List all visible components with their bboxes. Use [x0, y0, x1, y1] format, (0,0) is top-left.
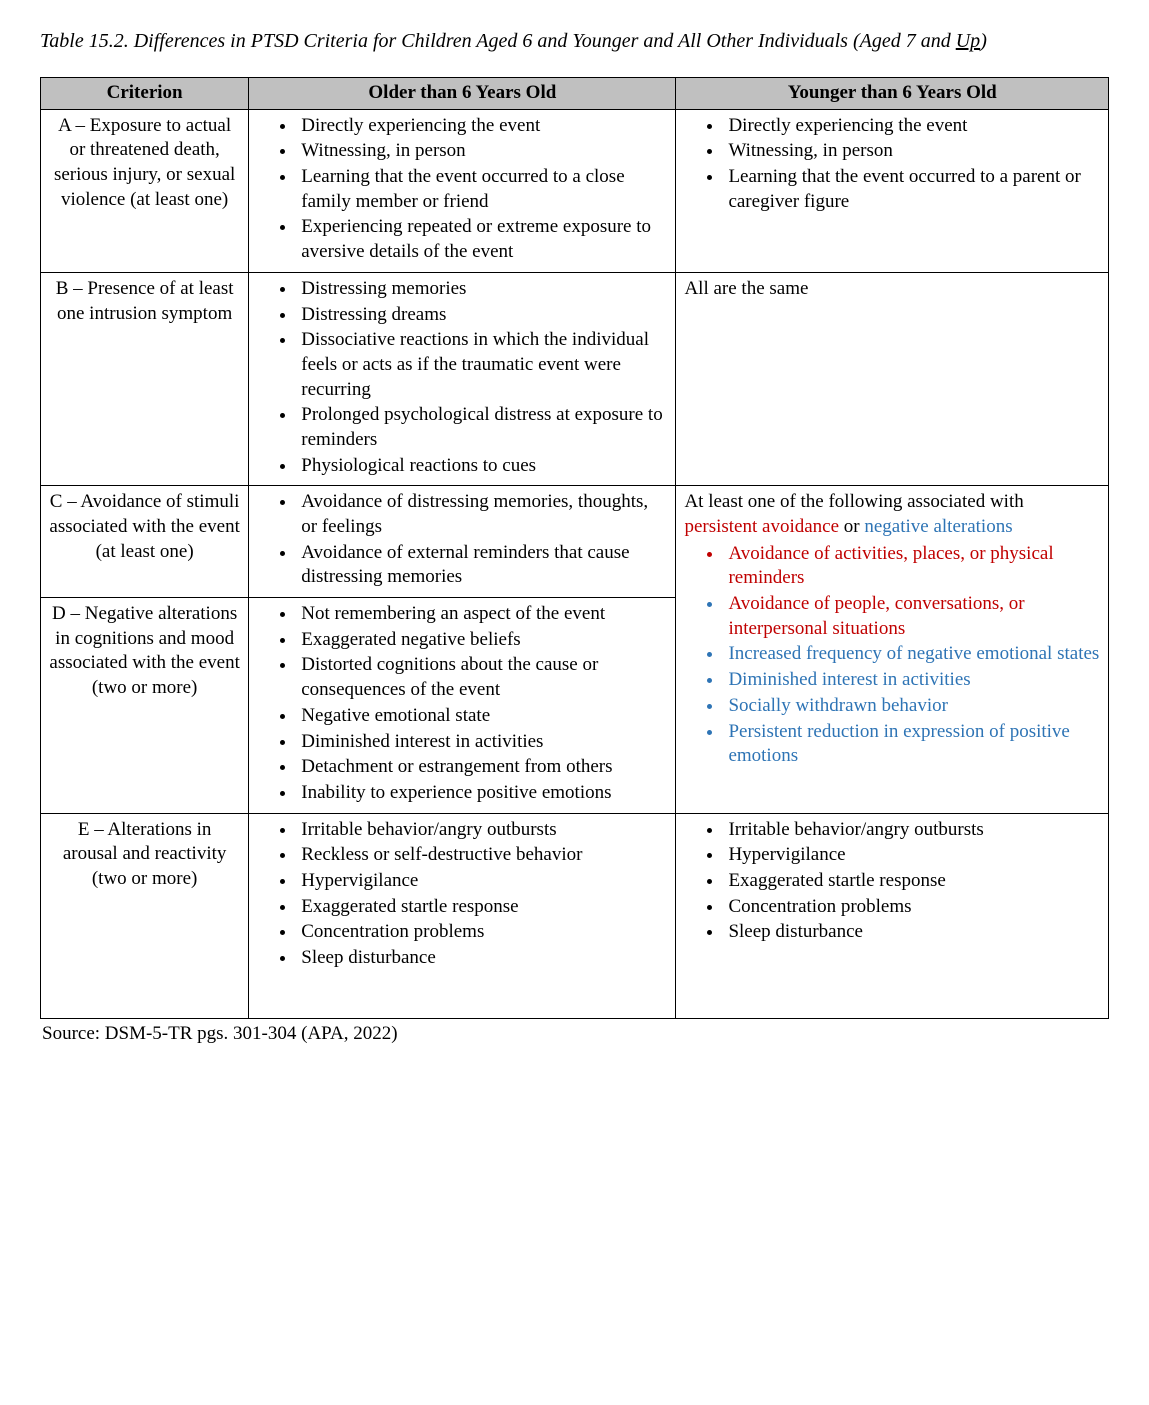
table-caption: Table 15.2. Differences in PTSD Criteria… — [40, 28, 1109, 55]
list-item: Directly experiencing the event — [297, 114, 667, 139]
header-younger: Younger than 6 Years Old — [676, 78, 1109, 110]
list-item: Detachment or estrangement from others — [297, 755, 667, 780]
intro-red: persistent avoidance — [684, 516, 839, 537]
list-item: Dissociative reactions in which the indi… — [297, 328, 667, 402]
intro-mid: or — [839, 516, 864, 537]
younger-b: All are the same — [676, 272, 1109, 486]
list-item: Prolonged psychological distress at expo… — [297, 403, 667, 452]
list-item: Learning that the event occurred to a pa… — [724, 165, 1100, 214]
list-item: Exaggerated startle response — [297, 895, 667, 920]
list-item: Sleep disturbance — [724, 920, 1100, 945]
header-criterion: Criterion — [41, 78, 249, 110]
criterion-c: C – Avoidance of stimuli associated with… — [41, 486, 249, 598]
list-item: Concentration problems — [297, 920, 667, 945]
item-text: Avoidance of activities, places, or phys… — [728, 543, 1053, 589]
younger-e: Irritable behavior/angry outbursts Hyper… — [676, 813, 1109, 1018]
list-item: Reckless or self-destructive behavior — [297, 843, 667, 868]
item-text: Increased frequency of negative emotiona… — [728, 643, 1099, 664]
intro-blue: negative alterations — [864, 516, 1012, 537]
older-c: Avoidance of distressing memories, thoug… — [249, 486, 676, 598]
older-d: Not remembering an aspect of the event E… — [249, 598, 676, 814]
list-item: Avoidance of activities, places, or phys… — [724, 542, 1100, 591]
list-item: Hypervigilance — [724, 843, 1100, 868]
list-item: Inability to experience positive emotion… — [297, 781, 667, 806]
ptsd-criteria-table: Criterion Older than 6 Years Old Younger… — [40, 77, 1109, 1019]
header-older: Older than 6 Years Old — [249, 78, 676, 110]
table-row: A – Exposure to actual or threatened dea… — [41, 109, 1109, 272]
list-item: Sleep disturbance — [297, 946, 667, 971]
list-item: Physiological reactions to cues — [297, 454, 667, 479]
item-text: Socially withdrawn behavior — [728, 695, 948, 716]
list-item: Irritable behavior/angry outbursts — [297, 818, 667, 843]
older-a: Directly experiencing the event Witnessi… — [249, 109, 676, 272]
table-row: E – Alterations in arousal and reactivit… — [41, 813, 1109, 1018]
older-b: Distressing memories Distressing dreams … — [249, 272, 676, 486]
list-item: Exaggerated startle response — [724, 869, 1100, 894]
caption-underlined: Up — [956, 30, 980, 52]
criterion-a: A – Exposure to actual or threatened dea… — [41, 109, 249, 272]
intro-before: At least one of the following associated… — [684, 491, 1023, 512]
list-item: Learning that the event occurred to a cl… — [297, 165, 667, 214]
list-item: Witnessing, in person — [724, 139, 1100, 164]
list-item: Avoidance of external reminders that cau… — [297, 541, 667, 590]
list-item: Distressing memories — [297, 277, 667, 302]
item-text: Avoidance of people, conversations, or i… — [728, 593, 1024, 639]
list-item: Concentration problems — [724, 895, 1100, 920]
table-row: B – Presence of at least one intrusion s… — [41, 272, 1109, 486]
list-item: Hypervigilance — [297, 869, 667, 894]
list-item: Directly experiencing the event — [724, 114, 1100, 139]
table-row: C – Avoidance of stimuli associated with… — [41, 486, 1109, 598]
list-item: Experiencing repeated or extreme exposur… — [297, 215, 667, 264]
list-item: Distorted cognitions about the cause or … — [297, 653, 667, 702]
younger-cd: At least one of the following associated… — [676, 486, 1109, 813]
list-item: Socially withdrawn behavior — [724, 694, 1100, 719]
list-item: Avoidance of distressing memories, thoug… — [297, 490, 667, 539]
item-text: Persistent reduction in expression of po… — [728, 721, 1069, 767]
list-item: Diminished interest in activities — [297, 730, 667, 755]
list-item: Not remembering an aspect of the event — [297, 602, 667, 627]
list-item: Distressing dreams — [297, 303, 667, 328]
older-e: Irritable behavior/angry outbursts Reckl… — [249, 813, 676, 1018]
caption-suffix: ) — [980, 30, 987, 52]
caption-prefix: Table 15.2. Differences in PTSD Criteria… — [40, 30, 956, 52]
list-item: Irritable behavior/angry outbursts — [724, 818, 1100, 843]
younger-cd-intro: At least one of the following associated… — [684, 490, 1100, 539]
younger-a: Directly experiencing the event Witnessi… — [676, 109, 1109, 272]
list-item: Persistent reduction in expression of po… — [724, 720, 1100, 769]
source-citation: Source: DSM-5-TR pgs. 301-304 (APA, 2022… — [40, 1023, 1109, 1045]
list-item: Negative emotional state — [297, 704, 667, 729]
list-item: Diminished interest in activities — [724, 668, 1100, 693]
criterion-d: D – Negative alterations in cognitions a… — [41, 598, 249, 814]
list-item: Witnessing, in person — [297, 139, 667, 164]
criterion-b: B – Presence of at least one intrusion s… — [41, 272, 249, 486]
table-header-row: Criterion Older than 6 Years Old Younger… — [41, 78, 1109, 110]
item-text: Diminished interest in activities — [728, 669, 970, 690]
list-item: Exaggerated negative beliefs — [297, 628, 667, 653]
list-item: Avoidance of people, conversations, or i… — [724, 592, 1100, 641]
list-item: Increased frequency of negative emotiona… — [724, 642, 1100, 667]
criterion-e: E – Alterations in arousal and reactivit… — [41, 813, 249, 1018]
